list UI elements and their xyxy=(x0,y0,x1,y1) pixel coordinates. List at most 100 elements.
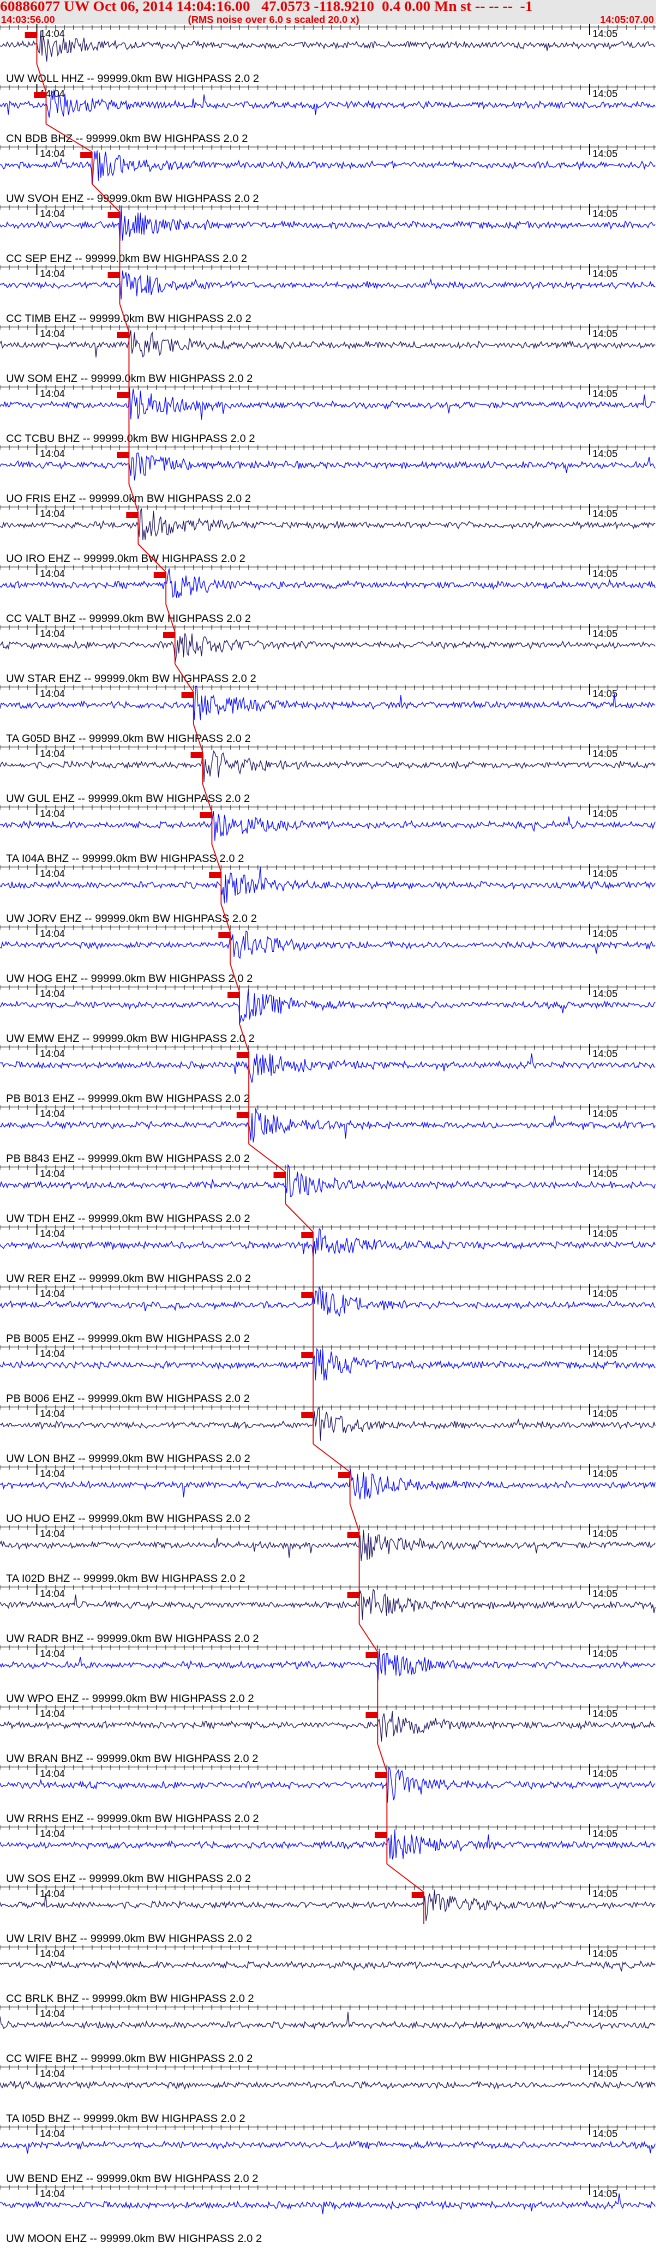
pick-marker xyxy=(347,1592,360,1598)
moveout-line xyxy=(128,483,139,513)
pick-marker xyxy=(301,1412,314,1418)
waveform-trace xyxy=(0,1829,656,1860)
tick-label: 14:05 xyxy=(593,389,618,400)
moveout-line xyxy=(248,1143,286,1173)
tick-label: 14:05 xyxy=(593,2129,618,2140)
moveout-line xyxy=(202,783,213,813)
tick-label: 14:04 xyxy=(40,2129,65,2140)
pick-marker xyxy=(374,1772,387,1778)
tick-label: 14:04 xyxy=(40,89,65,100)
tick-label: 14:05 xyxy=(593,1169,618,1180)
tick-label: 14:04 xyxy=(40,809,65,820)
tick-label: 14:05 xyxy=(593,509,618,520)
station-label: TA I02D BHZ -- 99999.0km BW HIGHPASS 2.0… xyxy=(6,1573,245,1585)
pick-marker xyxy=(126,512,139,518)
station-label: UW BEND EHZ -- 99999.0km BW HIGHPASS 2.0… xyxy=(6,2173,258,2185)
station-label: UW MOON EHZ -- 99999.0km BW HIGHPASS 2.0… xyxy=(6,2233,262,2245)
station-label: PB B013 EHZ -- 99999.0km BW HIGHPASS 2.0… xyxy=(6,1093,250,1105)
station-label: CC TCBU BHZ -- 99999.0km BW HIGHPASS 2.0… xyxy=(6,433,255,445)
tick-label: 14:04 xyxy=(40,389,65,400)
station-label: UW STAR EHZ -- 99999.0km BW HIGHPASS 2.0… xyxy=(6,673,256,685)
tick-label: 14:05 xyxy=(593,1229,618,1240)
station-label: CC SEP EHZ -- 99999.0km BW HIGHPASS 2.0 … xyxy=(6,253,247,265)
station-label: UO HUO EHZ -- 99999.0km BW HIGHPASS 2.0 … xyxy=(6,1513,250,1525)
station-label: PB B843 EHZ -- 99999.0km BW HIGHPASS 2.0… xyxy=(6,1153,250,1165)
waveform-trace xyxy=(0,387,656,420)
header-bar xyxy=(0,0,656,24)
tick-label: 14:05 xyxy=(593,1769,618,1780)
station-label: UW WOLL HHZ -- 99999.0km BW HIGHPASS 2.0… xyxy=(6,73,259,85)
tick-label: 14:05 xyxy=(593,2069,618,2080)
tick-label: 14:05 xyxy=(593,1409,618,1420)
moveout-line xyxy=(192,723,204,753)
moveout-line xyxy=(91,183,121,213)
pick-marker xyxy=(347,1532,360,1538)
waveform-trace xyxy=(0,30,656,62)
waveform-trace xyxy=(0,930,656,960)
tick-label: 14:04 xyxy=(40,1769,65,1780)
pick-marker xyxy=(218,932,231,938)
tick-label: 14:04 xyxy=(40,869,65,880)
tick-label: 14:05 xyxy=(593,269,618,280)
pick-marker xyxy=(163,632,176,638)
tick-label: 14:04 xyxy=(40,209,65,220)
waveform-trace xyxy=(0,1889,656,1921)
tick-label: 14:04 xyxy=(40,1409,65,1420)
pick-marker xyxy=(227,992,240,998)
tick-label: 14:04 xyxy=(40,269,65,280)
station-label: TA I05D BHZ -- 99999.0km BW HIGHPASS 2.0… xyxy=(6,2113,245,2125)
station-label: UW GUL EHZ -- 99999.0km BW HIGHPASS 2.0 … xyxy=(6,793,250,805)
tick-label: 14:04 xyxy=(40,149,65,160)
tick-label: 14:05 xyxy=(593,569,618,580)
moveout-line xyxy=(45,123,93,153)
tick-label: 14:04 xyxy=(40,29,65,40)
tick-label: 14:05 xyxy=(593,1349,618,1360)
tick-label: 14:05 xyxy=(593,1469,618,1480)
waveform-trace xyxy=(0,2011,656,2031)
tick-label: 14:05 xyxy=(593,1109,618,1120)
pick-marker xyxy=(411,1892,424,1898)
moveout-line xyxy=(312,1443,351,1473)
tick-label: 14:04 xyxy=(40,749,65,760)
waveform-trace xyxy=(0,270,656,300)
tick-label: 14:05 xyxy=(593,1709,618,1720)
moveout-line xyxy=(285,1203,314,1233)
waveform-trace xyxy=(0,452,656,481)
tick-label: 14:05 xyxy=(593,1649,618,1660)
pick-marker xyxy=(338,1472,351,1478)
pick-marker xyxy=(107,272,120,278)
waveform-trace xyxy=(0,568,656,599)
station-label: CC BRLK BHZ -- 99999.0km BW HIGHPASS 2.0… xyxy=(6,1993,254,2005)
tick-label: 14:04 xyxy=(40,2069,65,2080)
waveform-trace xyxy=(0,633,656,663)
waveform-trace xyxy=(0,1588,656,1620)
tick-label: 14:05 xyxy=(593,449,618,460)
pick-marker xyxy=(153,572,166,578)
waveform-trace xyxy=(0,1765,656,1803)
tick-label: 14:04 xyxy=(40,1949,65,1960)
station-label: UO IRO EHZ -- 99999.0km BW HIGHPASS 2.0 … xyxy=(6,553,245,565)
tick-label: 14:04 xyxy=(40,1169,65,1180)
waveform-trace xyxy=(0,508,656,541)
pick-marker xyxy=(301,1292,314,1298)
tick-label: 14:05 xyxy=(593,89,618,100)
moveout-line xyxy=(386,1863,425,1893)
tick-label: 14:04 xyxy=(40,1289,65,1300)
waveform-trace xyxy=(0,1347,656,1381)
waveform-trace xyxy=(0,685,656,721)
waveform-trace xyxy=(0,810,656,841)
waveform-trace xyxy=(0,1468,656,1500)
tick-label: 14:04 xyxy=(40,1709,65,1720)
station-label: UW EMW EHZ -- 99999.0km BW HIGHPASS 2.0 … xyxy=(6,1033,255,1045)
station-label: TA G05D BHZ -- 99999.0km BW HIGHPASS 2.0… xyxy=(6,733,251,745)
waveform-trace xyxy=(0,89,656,118)
start-time: 14:03:56.00 xyxy=(1,15,55,26)
pick-marker xyxy=(209,872,222,878)
moveout-line xyxy=(36,63,47,93)
waveform-trace xyxy=(0,1163,656,1198)
tick-label: 14:04 xyxy=(40,1889,65,1900)
station-label: CC VALT BHZ -- 99999.0km BW HIGHPASS 2.0… xyxy=(6,613,251,625)
tick-label: 14:05 xyxy=(593,689,618,700)
pick-marker xyxy=(116,392,129,398)
